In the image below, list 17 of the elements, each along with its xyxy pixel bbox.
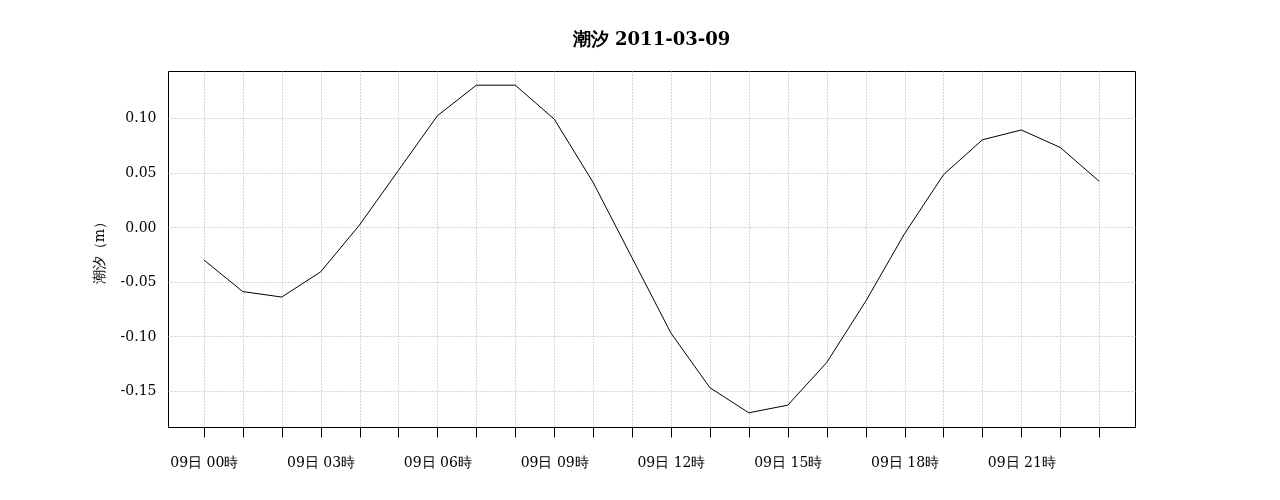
line-series <box>203 84 1100 414</box>
x-tick-label: 09日 12時 <box>637 453 706 470</box>
x-tick-label: 09日 09時 <box>520 453 589 470</box>
x-tick-label: 09日 06時 <box>403 453 472 470</box>
y-tick-label: -0.15 <box>120 382 157 399</box>
x-tick-label: 09日 00時 <box>170 453 239 470</box>
y-tick-label: 0.00 <box>125 218 157 235</box>
y-tick-label: -0.05 <box>120 273 157 290</box>
y-tick-label: -0.10 <box>120 327 157 344</box>
y-tick-label: 0.10 <box>125 109 157 126</box>
y-axis-title: 潮汐（m） <box>90 214 107 285</box>
x-tick-label: 09日 18時 <box>870 453 940 470</box>
x-tick-label: 09日 15時 <box>754 453 823 470</box>
y-tick-label: 0.05 <box>125 164 157 181</box>
x-tick-label: 09日 03時 <box>287 453 356 470</box>
chart-title: 潮汐 2011-03-09 <box>571 28 731 49</box>
x-tick-label: 09日 21時 <box>987 453 1056 470</box>
